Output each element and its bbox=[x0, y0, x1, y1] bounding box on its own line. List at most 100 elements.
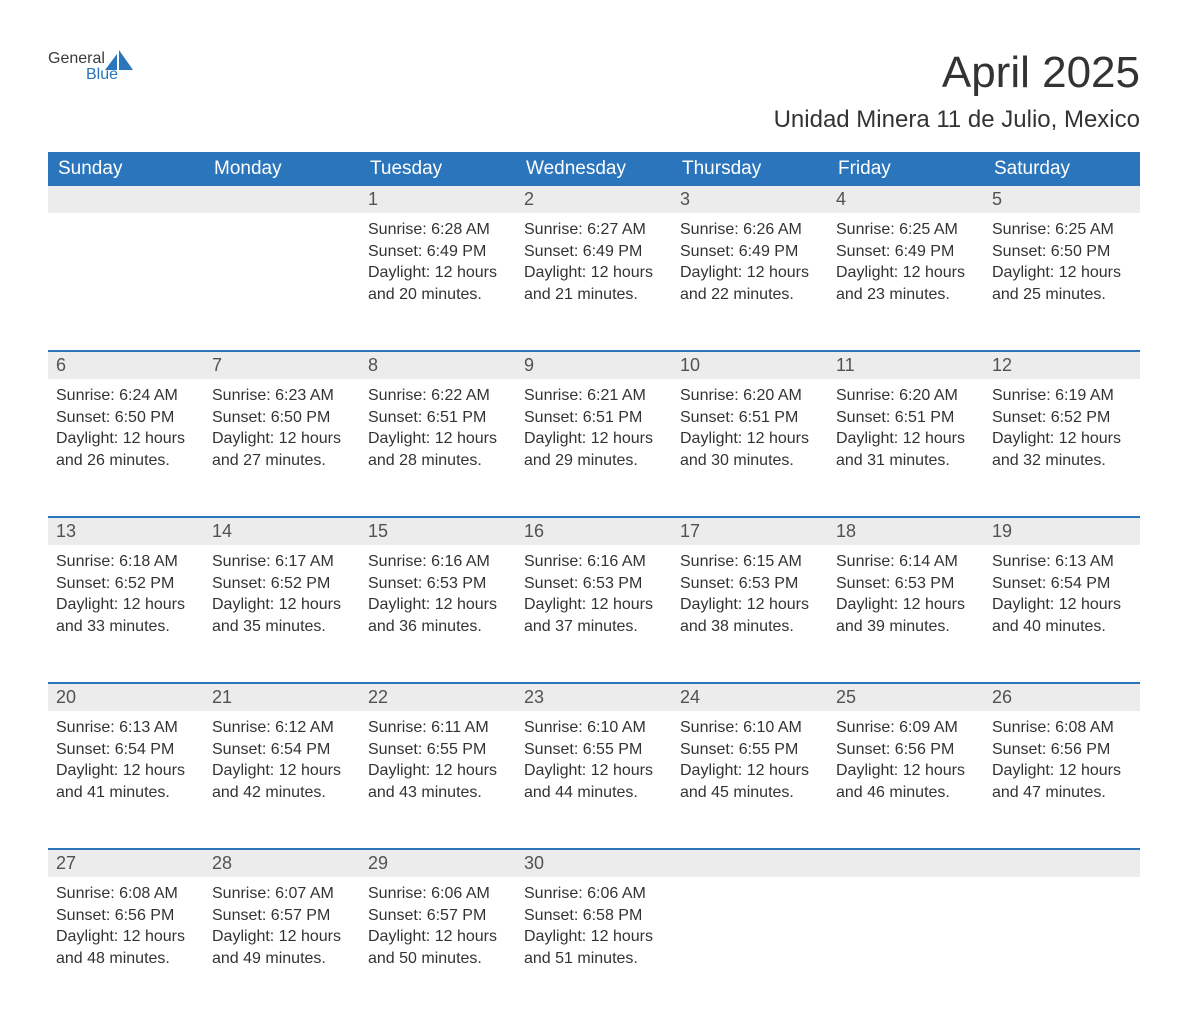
daylight-line-1: Daylight: 12 hours bbox=[836, 760, 976, 782]
day-number-cell: 21 bbox=[204, 683, 360, 711]
sunrise-line: Sunrise: 6:09 AM bbox=[836, 717, 976, 739]
sunset-line: Sunset: 6:52 PM bbox=[56, 573, 196, 595]
day-number-cell: 13 bbox=[48, 517, 204, 545]
daylight-line-1: Daylight: 12 hours bbox=[212, 594, 352, 616]
day-cell-body: Sunrise: 6:15 AMSunset: 6:53 PMDaylight:… bbox=[672, 545, 828, 637]
day-body-row: Sunrise: 6:24 AMSunset: 6:50 PMDaylight:… bbox=[48, 379, 1140, 517]
logo: General Blue bbox=[48, 48, 135, 84]
daylight-line-2: and 43 minutes. bbox=[368, 782, 508, 804]
day-number-cell: 25 bbox=[828, 683, 984, 711]
day-cell: Sunrise: 6:25 AMSunset: 6:50 PMDaylight:… bbox=[984, 213, 1140, 351]
day-cell: Sunrise: 6:10 AMSunset: 6:55 PMDaylight:… bbox=[516, 711, 672, 849]
day-cell: Sunrise: 6:15 AMSunset: 6:53 PMDaylight:… bbox=[672, 545, 828, 683]
sunrise-line: Sunrise: 6:07 AM bbox=[212, 883, 352, 905]
daylight-line-1: Daylight: 12 hours bbox=[524, 926, 664, 948]
sunrise-line: Sunrise: 6:25 AM bbox=[836, 219, 976, 241]
day-cell-body: Sunrise: 6:06 AMSunset: 6:57 PMDaylight:… bbox=[360, 877, 516, 969]
day-cell: Sunrise: 6:11 AMSunset: 6:55 PMDaylight:… bbox=[360, 711, 516, 849]
sunset-line: Sunset: 6:55 PM bbox=[680, 739, 820, 761]
day-number-cell: 19 bbox=[984, 517, 1140, 545]
daylight-line-2: and 36 minutes. bbox=[368, 616, 508, 638]
sunset-line: Sunset: 6:51 PM bbox=[836, 407, 976, 429]
sunrise-line: Sunrise: 6:24 AM bbox=[56, 385, 196, 407]
daylight-line-1: Daylight: 12 hours bbox=[56, 926, 196, 948]
day-number-row: 6789101112 bbox=[48, 351, 1140, 379]
daylight-line-1: Daylight: 12 hours bbox=[212, 428, 352, 450]
title-block: April 2025 bbox=[942, 48, 1140, 98]
day-cell-body: Sunrise: 6:22 AMSunset: 6:51 PMDaylight:… bbox=[360, 379, 516, 471]
daylight-line-1: Daylight: 12 hours bbox=[836, 428, 976, 450]
day-number-cell: 27 bbox=[48, 849, 204, 877]
sunset-line: Sunset: 6:57 PM bbox=[368, 905, 508, 927]
sunset-line: Sunset: 6:53 PM bbox=[680, 573, 820, 595]
daylight-line-1: Daylight: 12 hours bbox=[680, 262, 820, 284]
sunset-line: Sunset: 6:52 PM bbox=[992, 407, 1132, 429]
day-cell: Sunrise: 6:07 AMSunset: 6:57 PMDaylight:… bbox=[204, 877, 360, 1015]
day-body-row: Sunrise: 6:28 AMSunset: 6:49 PMDaylight:… bbox=[48, 213, 1140, 351]
sunset-line: Sunset: 6:51 PM bbox=[524, 407, 664, 429]
daylight-line-2: and 50 minutes. bbox=[368, 948, 508, 970]
day-cell: Sunrise: 6:21 AMSunset: 6:51 PMDaylight:… bbox=[516, 379, 672, 517]
header: General Blue April 2025 bbox=[48, 48, 1140, 98]
sunrise-line: Sunrise: 6:18 AM bbox=[56, 551, 196, 573]
sunset-line: Sunset: 6:57 PM bbox=[212, 905, 352, 927]
day-number-row: 27282930 bbox=[48, 849, 1140, 877]
daylight-line-2: and 51 minutes. bbox=[524, 948, 664, 970]
day-number-cell: 23 bbox=[516, 683, 672, 711]
day-number-cell: 15 bbox=[360, 517, 516, 545]
day-cell: Sunrise: 6:25 AMSunset: 6:49 PMDaylight:… bbox=[828, 213, 984, 351]
day-number-cell: 12 bbox=[984, 351, 1140, 379]
day-number-cell bbox=[828, 849, 984, 877]
day-number-cell: 22 bbox=[360, 683, 516, 711]
page-subtitle: Unidad Minera 11 de Julio, Mexico bbox=[48, 106, 1140, 134]
daylight-line-2: and 37 minutes. bbox=[524, 616, 664, 638]
day-cell-body: Sunrise: 6:07 AMSunset: 6:57 PMDaylight:… bbox=[204, 877, 360, 969]
day-cell: Sunrise: 6:09 AMSunset: 6:56 PMDaylight:… bbox=[828, 711, 984, 849]
daylight-line-2: and 26 minutes. bbox=[56, 450, 196, 472]
day-cell-body: Sunrise: 6:27 AMSunset: 6:49 PMDaylight:… bbox=[516, 213, 672, 305]
daylight-line-2: and 40 minutes. bbox=[992, 616, 1132, 638]
day-number-cell: 8 bbox=[360, 351, 516, 379]
sunrise-line: Sunrise: 6:08 AM bbox=[992, 717, 1132, 739]
weekday-header: Wednesday bbox=[516, 152, 672, 186]
sunset-line: Sunset: 6:50 PM bbox=[212, 407, 352, 429]
sunrise-line: Sunrise: 6:13 AM bbox=[992, 551, 1132, 573]
sunset-line: Sunset: 6:53 PM bbox=[836, 573, 976, 595]
day-cell: Sunrise: 6:17 AMSunset: 6:52 PMDaylight:… bbox=[204, 545, 360, 683]
day-cell-body: Sunrise: 6:08 AMSunset: 6:56 PMDaylight:… bbox=[48, 877, 204, 969]
daylight-line-2: and 21 minutes. bbox=[524, 284, 664, 306]
day-cell bbox=[672, 877, 828, 1015]
day-cell: Sunrise: 6:06 AMSunset: 6:58 PMDaylight:… bbox=[516, 877, 672, 1015]
sunset-line: Sunset: 6:54 PM bbox=[56, 739, 196, 761]
daylight-line-1: Daylight: 12 hours bbox=[524, 428, 664, 450]
weekday-header-row: SundayMondayTuesdayWednesdayThursdayFrid… bbox=[48, 152, 1140, 186]
day-cell-body: Sunrise: 6:12 AMSunset: 6:54 PMDaylight:… bbox=[204, 711, 360, 803]
day-number-cell bbox=[984, 849, 1140, 877]
sunrise-line: Sunrise: 6:08 AM bbox=[56, 883, 196, 905]
sunrise-line: Sunrise: 6:28 AM bbox=[368, 219, 508, 241]
daylight-line-1: Daylight: 12 hours bbox=[368, 760, 508, 782]
day-cell: Sunrise: 6:22 AMSunset: 6:51 PMDaylight:… bbox=[360, 379, 516, 517]
daylight-line-1: Daylight: 12 hours bbox=[836, 262, 976, 284]
sunset-line: Sunset: 6:56 PM bbox=[992, 739, 1132, 761]
day-cell-body: Sunrise: 6:28 AMSunset: 6:49 PMDaylight:… bbox=[360, 213, 516, 305]
day-number-cell: 24 bbox=[672, 683, 828, 711]
daylight-line-2: and 22 minutes. bbox=[680, 284, 820, 306]
day-body-row: Sunrise: 6:13 AMSunset: 6:54 PMDaylight:… bbox=[48, 711, 1140, 849]
day-cell-body: Sunrise: 6:06 AMSunset: 6:58 PMDaylight:… bbox=[516, 877, 672, 969]
day-cell-body: Sunrise: 6:09 AMSunset: 6:56 PMDaylight:… bbox=[828, 711, 984, 803]
sunset-line: Sunset: 6:58 PM bbox=[524, 905, 664, 927]
daylight-line-2: and 41 minutes. bbox=[56, 782, 196, 804]
daylight-line-1: Daylight: 12 hours bbox=[368, 926, 508, 948]
daylight-line-1: Daylight: 12 hours bbox=[368, 262, 508, 284]
day-cell-body: Sunrise: 6:25 AMSunset: 6:49 PMDaylight:… bbox=[828, 213, 984, 305]
day-number-cell: 20 bbox=[48, 683, 204, 711]
sunrise-line: Sunrise: 6:20 AM bbox=[680, 385, 820, 407]
sunrise-line: Sunrise: 6:16 AM bbox=[524, 551, 664, 573]
day-number-row: 12345 bbox=[48, 186, 1140, 213]
sunrise-line: Sunrise: 6:26 AM bbox=[680, 219, 820, 241]
daylight-line-1: Daylight: 12 hours bbox=[836, 594, 976, 616]
daylight-line-1: Daylight: 12 hours bbox=[368, 428, 508, 450]
sunrise-line: Sunrise: 6:10 AM bbox=[524, 717, 664, 739]
day-number-cell: 28 bbox=[204, 849, 360, 877]
